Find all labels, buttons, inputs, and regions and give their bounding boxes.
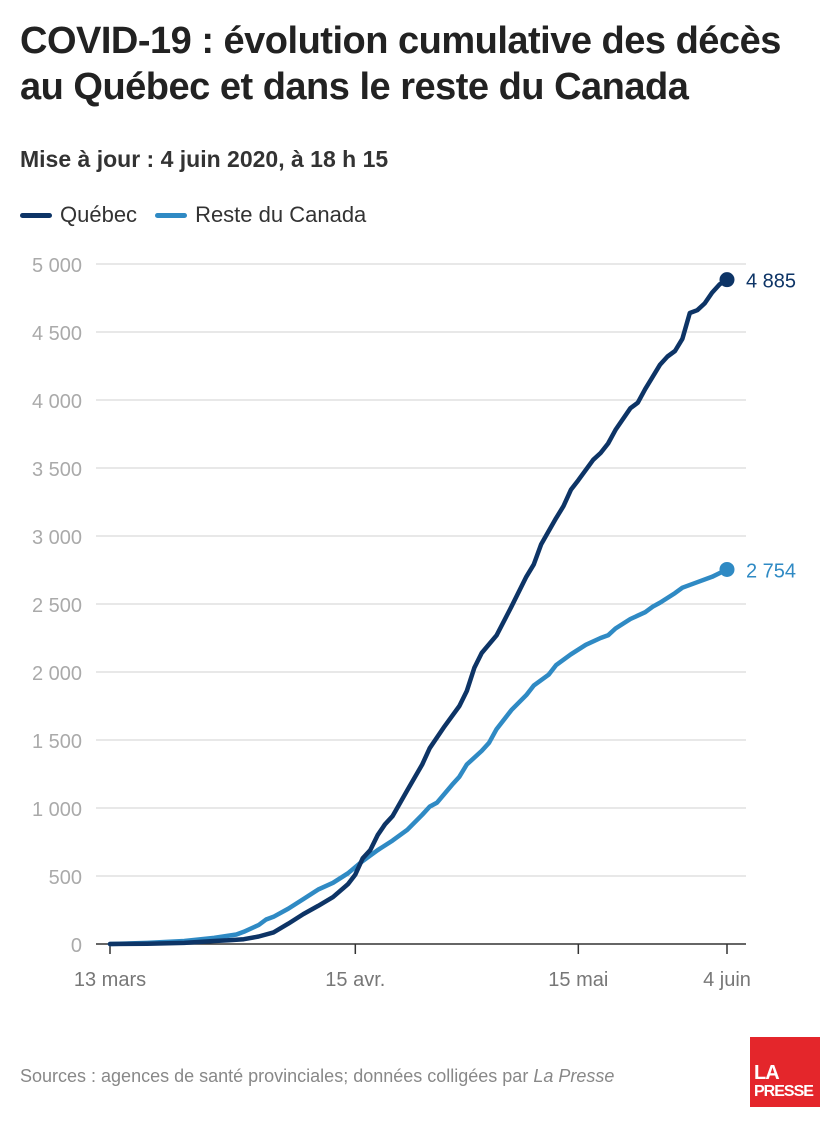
series-endpoint-quebec <box>719 272 735 288</box>
y-tick-label: 1 500 <box>32 731 82 753</box>
legend-swatch-quebec <box>20 212 52 218</box>
source-publication: La Presse <box>533 1066 615 1086</box>
x-tick-label: 13 mars <box>74 969 146 991</box>
series-line-quebec <box>107 277 730 947</box>
x-tick-label: 15 mai <box>548 969 608 991</box>
line-chart: 0 500 1 000 1 500 2 000 2 500 3 000 3 500 4 000 4… <box>32 255 796 991</box>
logo-text-presse: PRESSE <box>754 1083 814 1100</box>
legend-item-reste-du-canada: Reste du Canada <box>155 202 366 228</box>
chart-title: COVID-19 : évolution cumulative des décè… <box>20 20 781 108</box>
end-value-label-quebec: 4 885 <box>746 271 796 293</box>
y-tick-label: 4 500 <box>32 323 82 345</box>
logo-text-la: LA <box>754 1062 780 1084</box>
y-tick-label: 2 500 <box>32 595 82 617</box>
y-tick-label: 0 <box>71 935 82 957</box>
y-tick-label: 3 500 <box>32 459 82 481</box>
series-endpoint-reste-du-canada <box>719 561 735 577</box>
legend-item-quebec: Québec <box>20 202 137 228</box>
legend-label-quebec: Québec <box>60 202 138 227</box>
series-line-reste-du-canada <box>107 567 730 947</box>
y-tick-label: 2 000 <box>32 663 82 685</box>
y-tick-label: 500 <box>49 867 82 889</box>
source-text: Sources : agences de santé provinciales;… <box>20 1066 534 1086</box>
la-presse-logo: LA PRESSE <box>750 1037 820 1107</box>
end-value-label-reste-du-canada: 2 754 <box>746 560 796 582</box>
y-tick-label: 1 000 <box>32 799 82 821</box>
source-note: Sources : agences de santé provinciales;… <box>20 1066 614 1087</box>
y-tick-label: 3 000 <box>32 527 82 549</box>
x-tick-label: 4 juin <box>703 969 751 991</box>
chart-subtitle: Mise à jour : 4 juin 2020, à 18 h 15 <box>20 146 389 172</box>
x-tick-label: 15 avr. <box>325 969 385 991</box>
legend: Québec Reste du Canada <box>20 202 384 228</box>
legend-swatch-reste-du-canada <box>155 212 188 218</box>
y-tick-label: 4 000 <box>32 391 82 413</box>
y-tick-label: 5 000 <box>32 255 82 277</box>
legend-label-reste-du-canada: Reste du Canada <box>195 202 367 227</box>
